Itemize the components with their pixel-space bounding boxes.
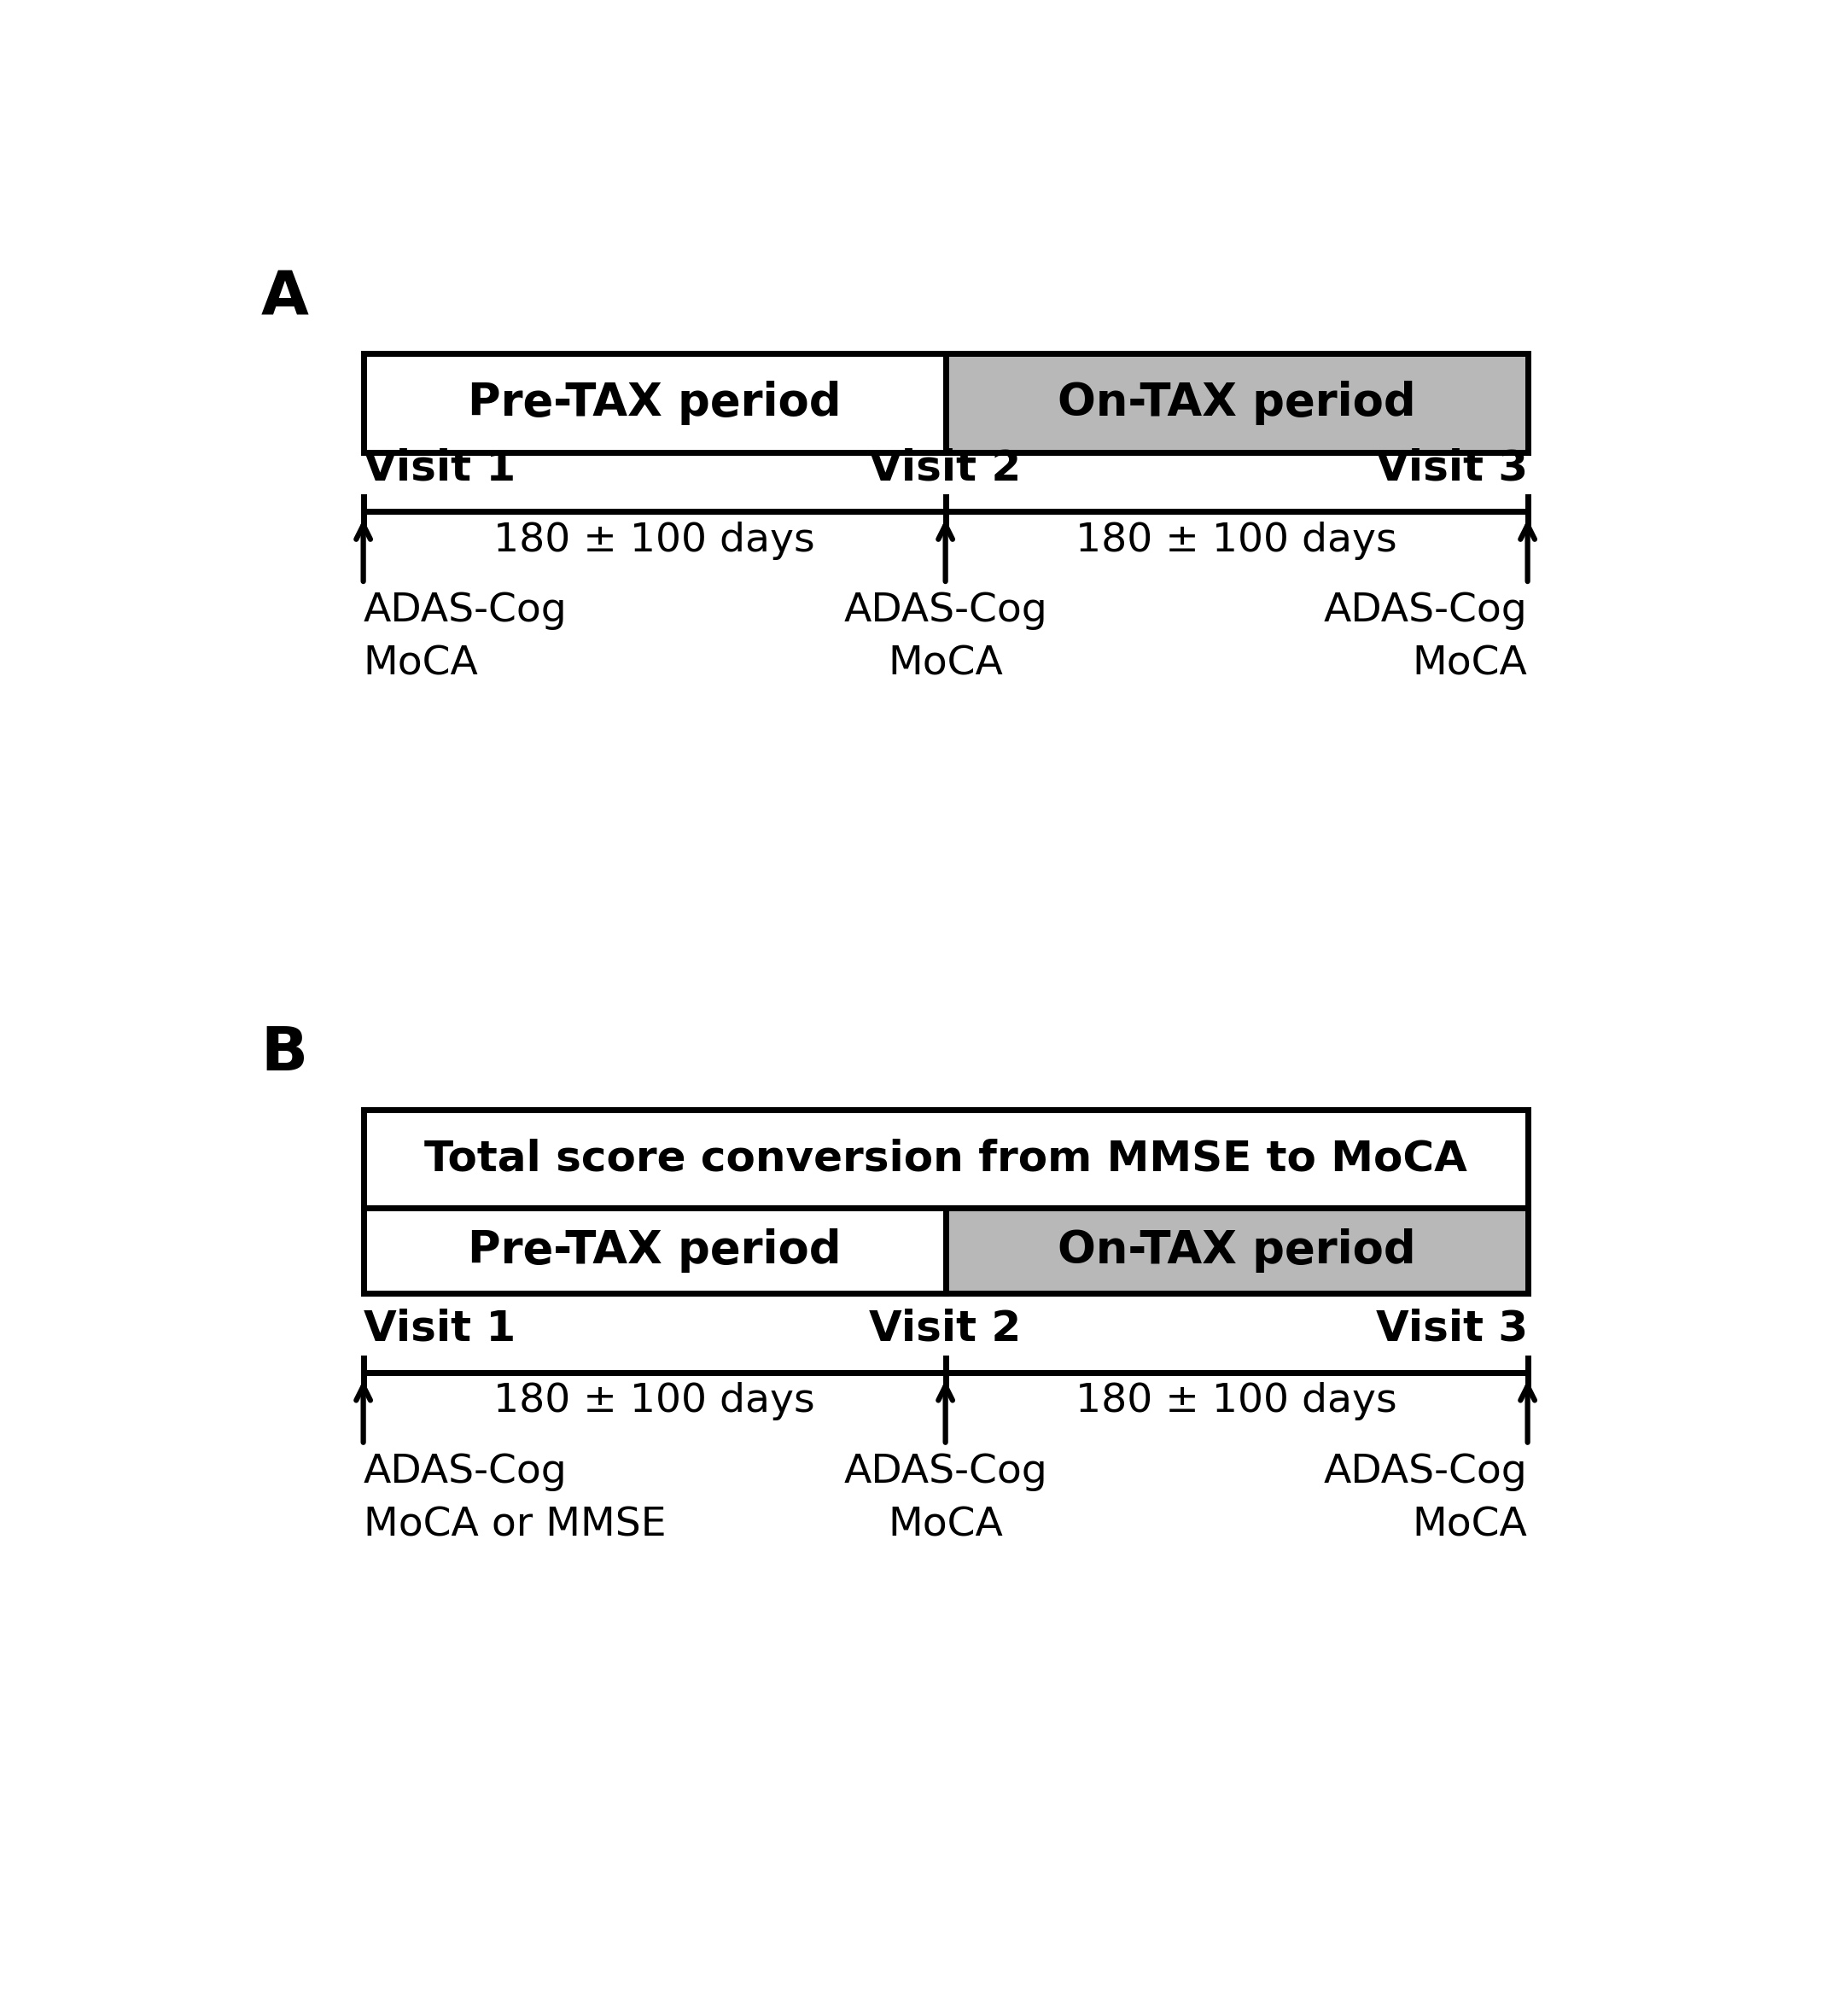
Text: A: A [261,268,309,328]
Bar [364,1208,946,1294]
Bar [946,354,1528,452]
Text: Pre-TAX period: Pre-TAX period [468,380,841,426]
Text: 180 ± 100 days: 180 ± 100 days [1076,1382,1397,1420]
Text: Visit 1: Visit 1 [364,448,516,488]
Text: Visit 2: Visit 2 [869,448,1022,488]
Text: ADAS-Cog
MoCA: ADAS-Cog MoCA [843,592,1048,684]
Bar [364,354,946,452]
Text: Total score conversion from MMSE to MoCA: Total score conversion from MMSE to MoCA [423,1138,1467,1180]
Bar [364,1110,1528,1208]
Text: Visit 3: Visit 3 [1375,448,1528,488]
Text: 180 ± 100 days: 180 ± 100 days [493,522,815,560]
Text: ADAS-Cog
MoCA: ADAS-Cog MoCA [1323,1452,1528,1544]
Bar [946,1208,1528,1294]
Text: Pre-TAX period: Pre-TAX period [468,1228,841,1274]
Text: Visit 2: Visit 2 [869,1308,1022,1350]
Text: 180 ± 100 days: 180 ± 100 days [1076,522,1397,560]
Text: On-TAX period: On-TAX period [1057,1228,1416,1274]
Text: ADAS-Cog
MoCA: ADAS-Cog MoCA [364,592,567,684]
Text: Visit 3: Visit 3 [1375,1308,1528,1350]
Text: ADAS-Cog
MoCA: ADAS-Cog MoCA [843,1452,1048,1544]
Text: On-TAX period: On-TAX period [1057,380,1416,426]
Text: Visit 1: Visit 1 [364,1308,516,1350]
Text: ADAS-Cog
MoCA: ADAS-Cog MoCA [1323,592,1528,684]
Text: ADAS-Cog
MoCA or MMSE: ADAS-Cog MoCA or MMSE [364,1452,665,1544]
Text: 180 ± 100 days: 180 ± 100 days [493,1382,815,1420]
Text: B: B [261,1024,309,1084]
